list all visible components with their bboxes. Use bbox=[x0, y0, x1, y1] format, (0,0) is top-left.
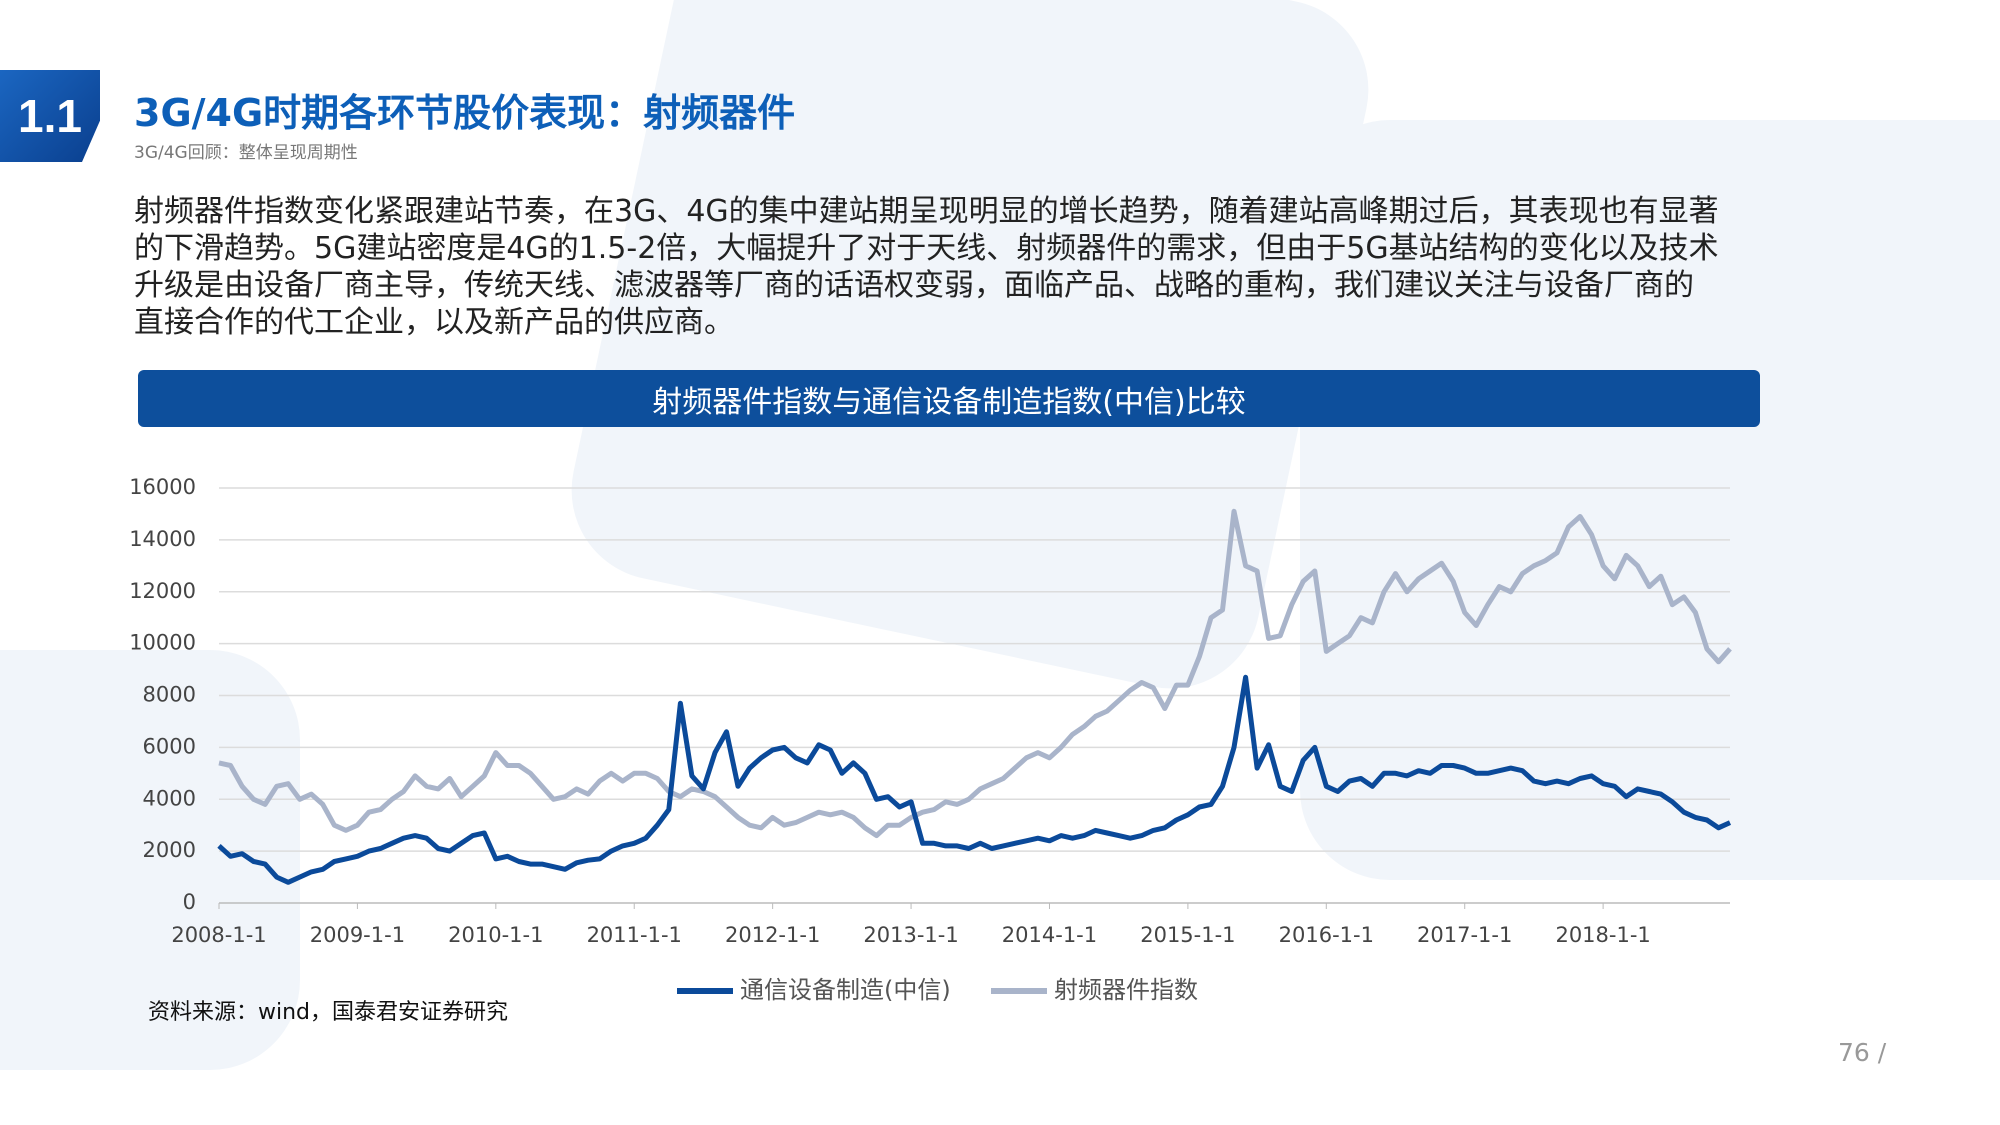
y-tick-label: 6000 bbox=[143, 734, 196, 758]
legend-label: 通信设备制造(中信) bbox=[740, 976, 951, 1004]
x-tick-label: 2009-1-1 bbox=[310, 923, 405, 947]
background-shape bbox=[1300, 120, 2000, 880]
slide-subtitle: 3G/4G回顾：整体呈现周期性 bbox=[134, 143, 358, 163]
y-tick-label: 4000 bbox=[143, 786, 196, 810]
x-tick-label: 2018-1-1 bbox=[1555, 923, 1650, 947]
x-tick-label: 2017-1-1 bbox=[1417, 923, 1512, 947]
y-tick-label: 10000 bbox=[129, 631, 196, 655]
x-tick-label: 2008-1-1 bbox=[171, 923, 266, 947]
chart-title: 射频器件指数与通信设备制造指数(中信)比较 bbox=[138, 370, 1760, 427]
x-tick-label: 2010-1-1 bbox=[448, 923, 543, 947]
y-tick-label: 16000 bbox=[129, 475, 196, 499]
section-number: 1.1 bbox=[0, 70, 100, 162]
body-line: 射频器件指数变化紧跟建站节奏，在3G、4G的集中建站期呈现明显的增长趋势，随着建… bbox=[134, 194, 1719, 229]
slide-title: 3G/4G时期各环节股价表现：射频器件 bbox=[134, 91, 796, 135]
y-tick-label: 8000 bbox=[143, 683, 196, 707]
body-line: 升级是由设备厂商主导，传统天线、滤波器等厂商的话语权变弱，面临产品、战略的重构，… bbox=[134, 268, 1694, 303]
legend-label: 射频器件指数 bbox=[1054, 976, 1198, 1004]
x-tick-label: 2011-1-1 bbox=[587, 923, 682, 947]
x-tick-label: 2012-1-1 bbox=[725, 923, 820, 947]
y-tick-label: 12000 bbox=[129, 579, 196, 603]
y-tick-label: 14000 bbox=[129, 527, 196, 551]
y-tick-label: 0 bbox=[183, 890, 196, 914]
source-note: 资料来源：wind，国泰君安证券研究 bbox=[148, 1000, 509, 1025]
series-line bbox=[218, 508, 1732, 839]
body-line: 的下滑趋势。5G建站密度是4G的1.5-2倍，大幅提升了对于天线、射频器件的需求… bbox=[134, 231, 1719, 266]
series-line bbox=[217, 674, 1732, 885]
body-line: 直接合作的代工企业，以及新产品的供应商。 bbox=[134, 305, 734, 340]
y-tick-label: 2000 bbox=[143, 838, 196, 862]
body-text: 射频器件指数变化紧跟建站节奏，在3G、4G的集中建站期呈现明显的增长趋势，随着建… bbox=[134, 193, 1719, 341]
x-tick-label: 2015-1-1 bbox=[1140, 923, 1235, 947]
x-tick-label: 2016-1-1 bbox=[1279, 923, 1374, 947]
x-tick-label: 2013-1-1 bbox=[863, 923, 958, 947]
page-number: 76 / bbox=[1838, 1038, 1887, 1067]
x-tick-label: 2014-1-1 bbox=[1002, 923, 1097, 947]
